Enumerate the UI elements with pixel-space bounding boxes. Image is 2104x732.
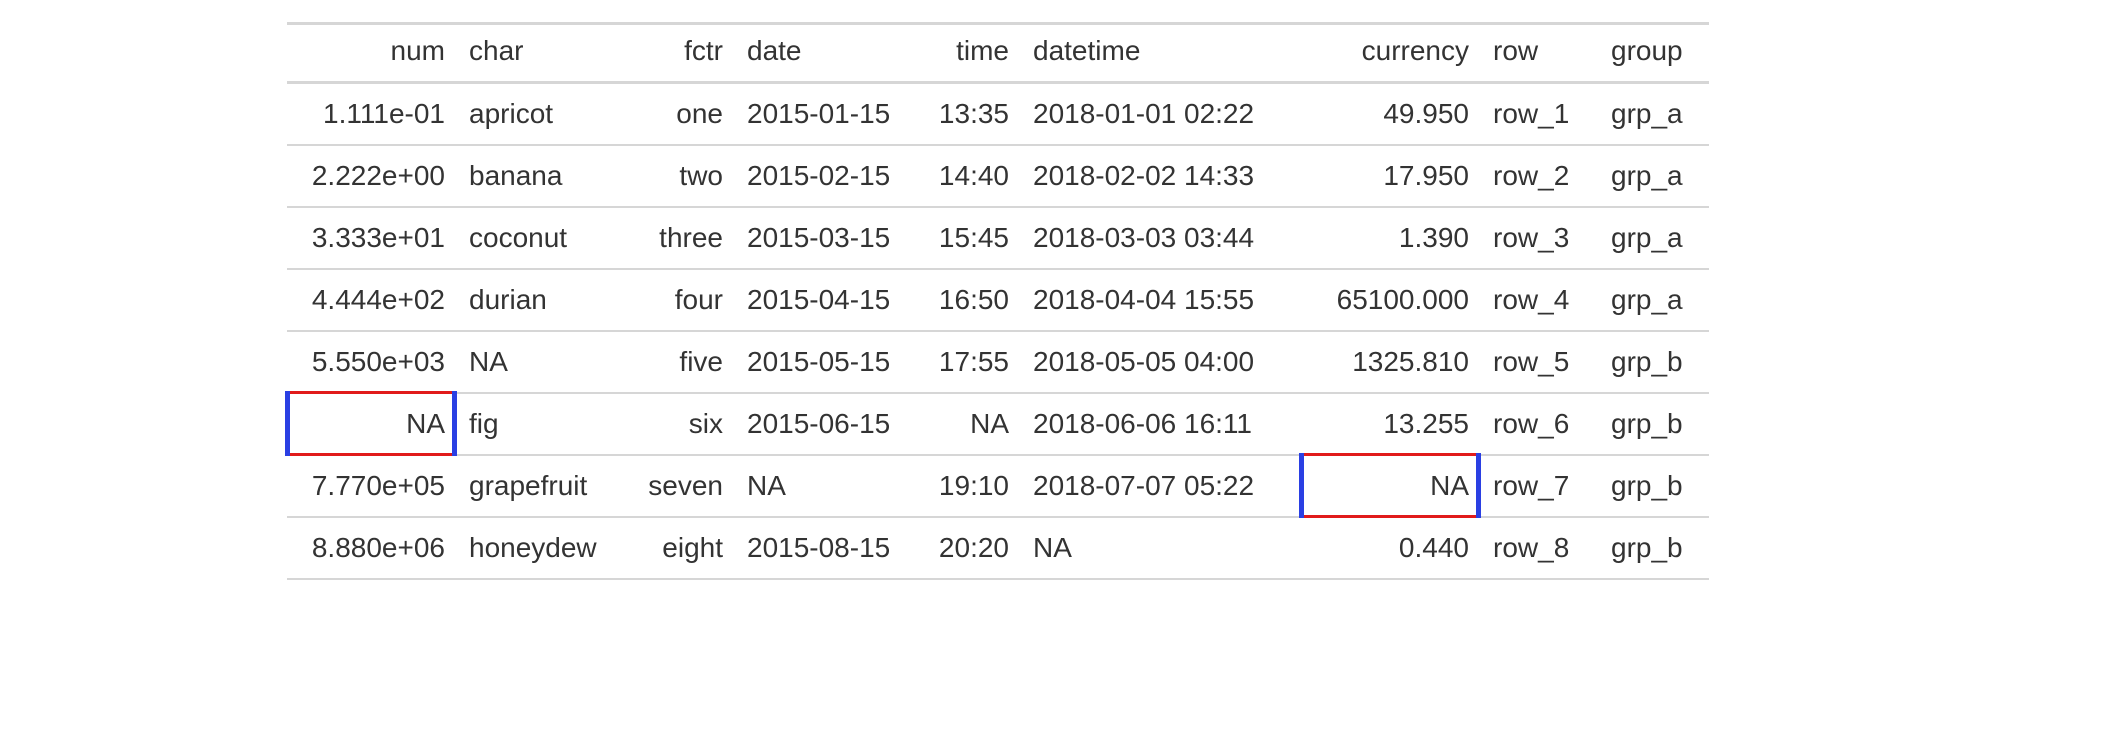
cell-currency: 65100.000 bbox=[1301, 269, 1481, 331]
cell-group: grp_a bbox=[1599, 207, 1709, 269]
cell-char: durian bbox=[457, 269, 625, 331]
table-row: 5.550e+03NAfive2015-05-1517:552018-05-05… bbox=[287, 331, 1709, 393]
cell-group: grp_b bbox=[1599, 517, 1709, 579]
cell-fctr: six bbox=[625, 393, 735, 455]
cell-row: row_8 bbox=[1481, 517, 1599, 579]
cell-currency: 1325.810 bbox=[1301, 331, 1481, 393]
cell-group: grp_b bbox=[1599, 393, 1709, 455]
cell-num: 2.222e+00 bbox=[287, 145, 457, 207]
data-table: numcharfctrdatetimedatetimecurrencyrowgr… bbox=[287, 22, 1709, 580]
cell-time: 16:50 bbox=[913, 269, 1021, 331]
cell-char: grapefruit bbox=[457, 455, 625, 517]
cell-currency: 49.950 bbox=[1301, 83, 1481, 146]
cell-time: 20:20 bbox=[913, 517, 1021, 579]
cell-num: 1.111e-01 bbox=[287, 83, 457, 146]
cell-currency: 1.390 bbox=[1301, 207, 1481, 269]
cell-group: grp_a bbox=[1599, 145, 1709, 207]
col-header-char: char bbox=[457, 24, 625, 83]
cell-datetime: 2018-07-07 05:22 bbox=[1021, 455, 1301, 517]
cell-date: 2015-02-15 bbox=[735, 145, 913, 207]
col-header-date: date bbox=[735, 24, 913, 83]
cell-datetime: 2018-04-04 15:55 bbox=[1021, 269, 1301, 331]
cell-num: NA bbox=[287, 393, 457, 455]
cell-fctr: two bbox=[625, 145, 735, 207]
canvas: numcharfctrdatetimedatetimecurrencyrowgr… bbox=[0, 0, 2104, 732]
cell-row: row_1 bbox=[1481, 83, 1599, 146]
cell-row: row_3 bbox=[1481, 207, 1599, 269]
cell-datetime: 2018-06-06 16:11 bbox=[1021, 393, 1301, 455]
table-header-row: numcharfctrdatetimedatetimecurrencyrowgr… bbox=[287, 24, 1709, 83]
col-header-group: group bbox=[1599, 24, 1709, 83]
cell-fctr: eight bbox=[625, 517, 735, 579]
highlight-box bbox=[285, 391, 457, 456]
cell-time: 13:35 bbox=[913, 83, 1021, 146]
cell-time: 14:40 bbox=[913, 145, 1021, 207]
cell-time: 17:55 bbox=[913, 331, 1021, 393]
cell-datetime: NA bbox=[1021, 517, 1301, 579]
cell-fctr: five bbox=[625, 331, 735, 393]
cell-char: fig bbox=[457, 393, 625, 455]
cell-fctr: four bbox=[625, 269, 735, 331]
table-row: 7.770e+05grapefruitsevenNA19:102018-07-0… bbox=[287, 455, 1709, 517]
cell-num: 4.444e+02 bbox=[287, 269, 457, 331]
cell-num: 7.770e+05 bbox=[287, 455, 457, 517]
cell-group: grp_a bbox=[1599, 269, 1709, 331]
col-header-time: time bbox=[913, 24, 1021, 83]
cell-currency: 17.950 bbox=[1301, 145, 1481, 207]
cell-row: row_7 bbox=[1481, 455, 1599, 517]
cell-datetime: 2018-01-01 02:22 bbox=[1021, 83, 1301, 146]
cell-time: NA bbox=[913, 393, 1021, 455]
table-row: 2.222e+00bananatwo2015-02-1514:402018-02… bbox=[287, 145, 1709, 207]
cell-datetime: 2018-02-02 14:33 bbox=[1021, 145, 1301, 207]
table-row: 8.880e+06honeydeweight2015-08-1520:20NA0… bbox=[287, 517, 1709, 579]
cell-fctr: seven bbox=[625, 455, 735, 517]
cell-fctr: three bbox=[625, 207, 735, 269]
cell-currency: 0.440 bbox=[1301, 517, 1481, 579]
cell-date: 2015-05-15 bbox=[735, 331, 913, 393]
cell-row: row_4 bbox=[1481, 269, 1599, 331]
cell-row: row_5 bbox=[1481, 331, 1599, 393]
cell-num: 5.550e+03 bbox=[287, 331, 457, 393]
cell-time: 15:45 bbox=[913, 207, 1021, 269]
table-row: 1.111e-01apricotone2015-01-1513:352018-0… bbox=[287, 83, 1709, 146]
cell-date: NA bbox=[735, 455, 913, 517]
cell-num: 8.880e+06 bbox=[287, 517, 457, 579]
cell-char: NA bbox=[457, 331, 625, 393]
cell-date: 2015-08-15 bbox=[735, 517, 913, 579]
cell-date: 2015-01-15 bbox=[735, 83, 913, 146]
cell-num: 3.333e+01 bbox=[287, 207, 457, 269]
table-row: NAfigsix2015-06-15NA2018-06-06 16:1113.2… bbox=[287, 393, 1709, 455]
highlight-box bbox=[1299, 453, 1481, 518]
cell-group: grp_b bbox=[1599, 455, 1709, 517]
col-header-row: row bbox=[1481, 24, 1599, 83]
cell-fctr: one bbox=[625, 83, 735, 146]
cell-group: grp_a bbox=[1599, 83, 1709, 146]
cell-char: honeydew bbox=[457, 517, 625, 579]
cell-date: 2015-04-15 bbox=[735, 269, 913, 331]
cell-time: 19:10 bbox=[913, 455, 1021, 517]
cell-currency: 13.255 bbox=[1301, 393, 1481, 455]
cell-char: apricot bbox=[457, 83, 625, 146]
col-header-fctr: fctr bbox=[625, 24, 735, 83]
cell-date: 2015-03-15 bbox=[735, 207, 913, 269]
table-row: 3.333e+01coconutthree2015-03-1515:452018… bbox=[287, 207, 1709, 269]
col-header-datetime: datetime bbox=[1021, 24, 1301, 83]
cell-char: coconut bbox=[457, 207, 625, 269]
col-header-currency: currency bbox=[1301, 24, 1481, 83]
col-header-num: num bbox=[287, 24, 457, 83]
table-row: 4.444e+02durianfour2015-04-1516:502018-0… bbox=[287, 269, 1709, 331]
cell-char: banana bbox=[457, 145, 625, 207]
cell-group: grp_b bbox=[1599, 331, 1709, 393]
cell-row: row_6 bbox=[1481, 393, 1599, 455]
cell-date: 2015-06-15 bbox=[735, 393, 913, 455]
cell-datetime: 2018-05-05 04:00 bbox=[1021, 331, 1301, 393]
cell-datetime: 2018-03-03 03:44 bbox=[1021, 207, 1301, 269]
cell-row: row_2 bbox=[1481, 145, 1599, 207]
cell-currency: NA bbox=[1301, 455, 1481, 517]
